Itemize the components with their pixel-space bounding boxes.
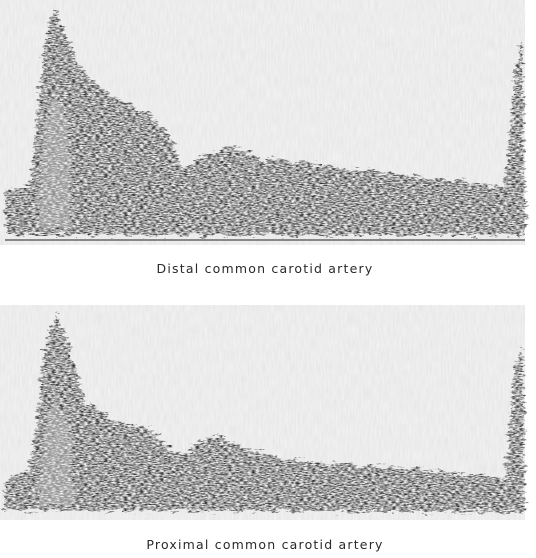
caption: Distal common carotid artery [157, 261, 374, 276]
spectrogram [0, 0, 525, 245]
spectrogram [0, 305, 525, 520]
doppler-envelope [5, 8, 525, 235]
spectral-window [38, 90, 72, 228]
caption: Proximal common carotid artery [146, 537, 383, 552]
spectral-window [38, 395, 74, 505]
doppler-envelope [5, 312, 525, 512]
